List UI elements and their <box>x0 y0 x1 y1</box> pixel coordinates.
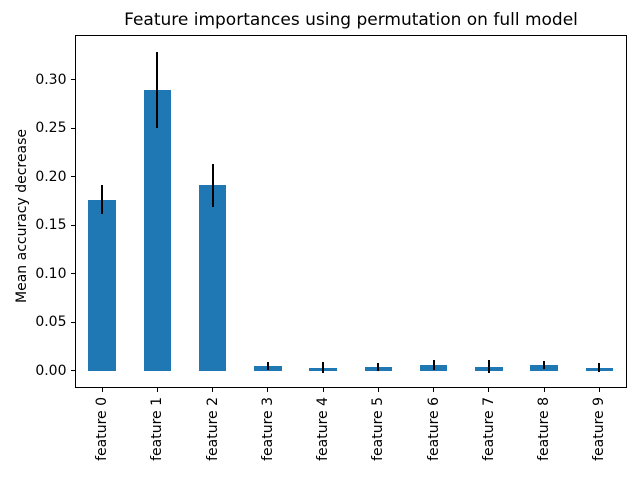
x-tick-label-text: feature 3 <box>259 397 276 461</box>
x-tick-label-text: feature 0 <box>94 397 111 461</box>
y-tick-mark <box>71 273 75 275</box>
error-bar <box>432 359 435 370</box>
y-tick-label: 0.00 <box>35 362 67 379</box>
error-bar <box>266 361 269 370</box>
x-tick-label-text: feature 4 <box>315 397 332 461</box>
y-tick-label: 0.15 <box>35 217 67 234</box>
error-bar <box>101 185 104 215</box>
x-tick-label-text: feature 6 <box>425 397 442 461</box>
x-tick-mark <box>543 388 545 392</box>
y-tick-mark <box>71 127 75 129</box>
error-bar <box>598 362 601 373</box>
y-tick-mark <box>71 370 75 372</box>
x-tick-label-text: feature 2 <box>204 397 221 461</box>
x-tick-label-text: feature 7 <box>480 397 497 461</box>
y-tick-mark <box>71 321 75 323</box>
bar <box>143 90 172 371</box>
bar <box>198 185 227 371</box>
error-bar <box>377 362 380 371</box>
bar <box>88 199 116 371</box>
error-bar <box>156 52 159 129</box>
x-tick-mark <box>101 388 103 392</box>
y-tick-mark <box>71 176 75 178</box>
y-tick-label: 0.25 <box>35 120 67 137</box>
x-tick-label-text: feature 8 <box>536 397 553 461</box>
error-bar <box>543 360 546 369</box>
chart-title: Feature importances using permutation on… <box>124 10 578 30</box>
x-tick-mark <box>488 388 490 392</box>
x-tick-mark <box>322 388 324 392</box>
error-bar <box>487 359 490 374</box>
x-tick-mark <box>156 388 158 392</box>
y-tick-label: 0.20 <box>35 168 67 185</box>
x-tick-mark <box>598 388 600 392</box>
x-tick-mark <box>377 388 379 392</box>
x-tick-label-text: feature 1 <box>149 397 166 461</box>
x-tick-mark <box>212 388 214 392</box>
x-tick-label-text: feature 9 <box>591 397 608 461</box>
y-tick-label: 0.10 <box>35 265 67 282</box>
x-tick-label-text: feature 5 <box>370 397 387 461</box>
y-tick-mark <box>71 79 75 81</box>
error-bar <box>211 163 214 207</box>
y-tick-label: 0.30 <box>35 71 67 88</box>
error-bar <box>322 361 325 374</box>
x-tick-mark <box>433 388 435 392</box>
x-tick-mark <box>267 388 269 392</box>
y-tick-label: 0.05 <box>35 314 67 331</box>
y-tick-mark <box>71 224 75 226</box>
